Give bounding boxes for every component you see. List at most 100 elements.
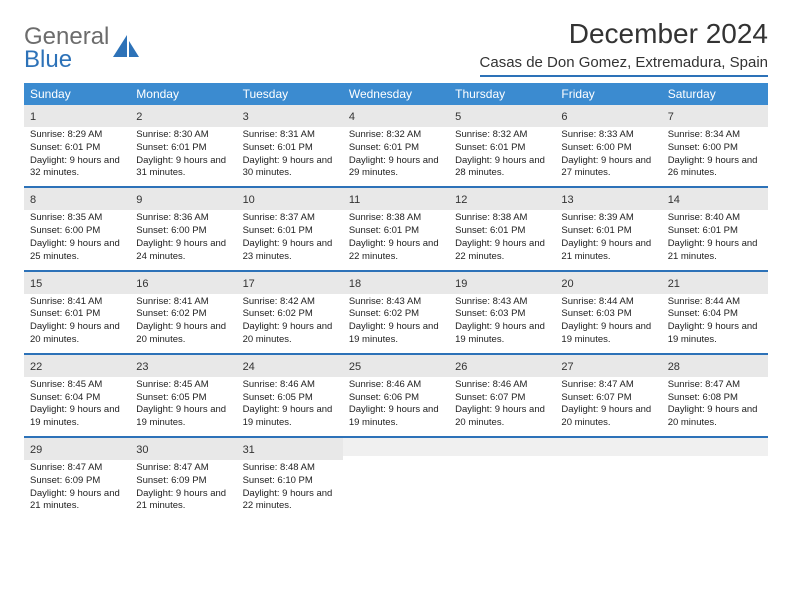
day-number-wrap: 13 bbox=[555, 188, 661, 210]
calendar-cell: 28Sunrise: 8:47 AMSunset: 6:08 PMDayligh… bbox=[662, 355, 768, 436]
daylight-line: Daylight: 9 hours and 26 minutes. bbox=[668, 155, 762, 181]
sunset-line: Sunset: 6:01 PM bbox=[455, 142, 549, 155]
day-number: 18 bbox=[349, 278, 361, 290]
title-block: December 2024 Casas de Don Gomez, Extrem… bbox=[480, 18, 768, 77]
day-number-wrap: 25 bbox=[343, 355, 449, 377]
day-number: 1 bbox=[30, 111, 36, 123]
day-number-wrap: 3 bbox=[237, 105, 343, 127]
day-number-wrap: 30 bbox=[130, 438, 236, 460]
daylight-line: Daylight: 9 hours and 20 minutes. bbox=[561, 404, 655, 430]
day-detail: Sunrise: 8:43 AMSunset: 6:03 PMDaylight:… bbox=[449, 294, 555, 353]
week-row: 15 Sunrise: 8:41 AMSunset: 6:01 PMDayligh… bbox=[24, 272, 768, 355]
daylight-line: Daylight: 9 hours and 20 minutes. bbox=[30, 321, 124, 347]
day-detail: Sunrise: 8:38 AMSunset: 6:01 PMDaylight:… bbox=[343, 210, 449, 269]
calendar-cell: 19Sunrise: 8:43 AMSunset: 6:03 PMDayligh… bbox=[449, 272, 555, 353]
calendar-cell: 7Sunrise: 8:34 AMSunset: 6:00 PMDaylight… bbox=[662, 105, 768, 186]
weekday-label: Wednesday bbox=[343, 83, 449, 105]
day-number-wrap: 17 bbox=[237, 272, 343, 294]
sunset-line: Sunset: 6:09 PM bbox=[136, 475, 230, 488]
day-number: 4 bbox=[349, 111, 355, 123]
calendar-cell: 3Sunrise: 8:31 AMSunset: 6:01 PMDaylight… bbox=[237, 105, 343, 186]
calendar-cell: 18Sunrise: 8:43 AMSunset: 6:02 PMDayligh… bbox=[343, 272, 449, 353]
calendar-cell: 5Sunrise: 8:32 AMSunset: 6:01 PMDaylight… bbox=[449, 105, 555, 186]
sunset-line: Sunset: 6:02 PM bbox=[243, 308, 337, 321]
calendar-cell: 14Sunrise: 8:40 AMSunset: 6:01 PMDayligh… bbox=[662, 188, 768, 269]
daylight-line: Daylight: 9 hours and 20 minutes. bbox=[136, 321, 230, 347]
sunrise-line: Sunrise: 8:31 AM bbox=[243, 129, 337, 142]
day-number: 10 bbox=[243, 194, 255, 206]
day-number-wrap bbox=[449, 438, 555, 456]
sunrise-line: Sunrise: 8:40 AM bbox=[668, 212, 762, 225]
sunset-line: Sunset: 6:00 PM bbox=[136, 225, 230, 238]
sunrise-line: Sunrise: 8:38 AM bbox=[349, 212, 443, 225]
day-number-wrap: 27 bbox=[555, 355, 661, 377]
day-number: 9 bbox=[136, 194, 142, 206]
daylight-line: Daylight: 9 hours and 28 minutes. bbox=[455, 155, 549, 181]
day-number: 27 bbox=[561, 361, 573, 373]
weekday-label: Saturday bbox=[662, 83, 768, 105]
calendar-cell: 8Sunrise: 8:35 AMSunset: 6:00 PMDaylight… bbox=[24, 188, 130, 269]
calendar-cell: 4Sunrise: 8:32 AMSunset: 6:01 PMDaylight… bbox=[343, 105, 449, 186]
sunset-line: Sunset: 6:08 PM bbox=[668, 392, 762, 405]
sunrise-line: Sunrise: 8:47 AM bbox=[668, 379, 762, 392]
day-number-wrap: 19 bbox=[449, 272, 555, 294]
calendar-cell: 25Sunrise: 8:46 AMSunset: 6:06 PMDayligh… bbox=[343, 355, 449, 436]
day-number-wrap: 11 bbox=[343, 188, 449, 210]
day-number: 2 bbox=[136, 111, 142, 123]
day-detail: Sunrise: 8:38 AMSunset: 6:01 PMDaylight:… bbox=[449, 210, 555, 269]
calendar-cell-blank bbox=[343, 438, 449, 519]
calendar-cell: 30Sunrise: 8:47 AMSunset: 6:09 PMDayligh… bbox=[130, 438, 236, 519]
daylight-line: Daylight: 9 hours and 32 minutes. bbox=[30, 155, 124, 181]
calendar-cell: 26Sunrise: 8:46 AMSunset: 6:07 PMDayligh… bbox=[449, 355, 555, 436]
sunset-line: Sunset: 6:09 PM bbox=[30, 475, 124, 488]
brand-text: GeneralBlue bbox=[24, 26, 109, 71]
day-detail: Sunrise: 8:31 AMSunset: 6:01 PMDaylight:… bbox=[237, 127, 343, 186]
day-detail: Sunrise: 8:45 AMSunset: 6:05 PMDaylight:… bbox=[130, 377, 236, 436]
day-number-wrap: 20 bbox=[555, 272, 661, 294]
weekday-label: Sunday bbox=[24, 83, 130, 105]
day-number-wrap: 14 bbox=[662, 188, 768, 210]
day-number: 20 bbox=[561, 278, 573, 290]
day-number-wrap: 9 bbox=[130, 188, 236, 210]
day-detail: Sunrise: 8:33 AMSunset: 6:00 PMDaylight:… bbox=[555, 127, 661, 186]
day-detail: Sunrise: 8:46 AMSunset: 6:05 PMDaylight:… bbox=[237, 377, 343, 436]
day-number: 12 bbox=[455, 194, 467, 206]
daylight-line: Daylight: 9 hours and 19 minutes. bbox=[349, 321, 443, 347]
sunrise-line: Sunrise: 8:46 AM bbox=[455, 379, 549, 392]
calendar-cell-blank bbox=[662, 438, 768, 519]
sunset-line: Sunset: 6:03 PM bbox=[455, 308, 549, 321]
page-subtitle: Casas de Don Gomez, Extremadura, Spain bbox=[480, 54, 768, 77]
day-number-wrap: 2 bbox=[130, 105, 236, 127]
day-number: 25 bbox=[349, 361, 361, 373]
day-number-wrap: 15 bbox=[24, 272, 130, 294]
day-detail: Sunrise: 8:41 AMSunset: 6:01 PMDaylight:… bbox=[24, 294, 130, 353]
sunset-line: Sunset: 6:01 PM bbox=[136, 142, 230, 155]
sunrise-line: Sunrise: 8:44 AM bbox=[561, 296, 655, 309]
sunset-line: Sunset: 6:07 PM bbox=[455, 392, 549, 405]
day-number-wrap: 7 bbox=[662, 105, 768, 127]
day-number-wrap bbox=[555, 438, 661, 456]
calendar-cell: 9Sunrise: 8:36 AMSunset: 6:00 PMDaylight… bbox=[130, 188, 236, 269]
day-number-wrap bbox=[662, 438, 768, 456]
day-number: 17 bbox=[243, 278, 255, 290]
sunrise-line: Sunrise: 8:41 AM bbox=[30, 296, 124, 309]
calendar-cell: 31Sunrise: 8:48 AMSunset: 6:10 PMDayligh… bbox=[237, 438, 343, 519]
day-detail: Sunrise: 8:32 AMSunset: 6:01 PMDaylight:… bbox=[449, 127, 555, 186]
day-detail: Sunrise: 8:40 AMSunset: 6:01 PMDaylight:… bbox=[662, 210, 768, 269]
sunrise-line: Sunrise: 8:43 AM bbox=[455, 296, 549, 309]
sunrise-line: Sunrise: 8:46 AM bbox=[349, 379, 443, 392]
sunrise-line: Sunrise: 8:35 AM bbox=[30, 212, 124, 225]
sunset-line: Sunset: 6:01 PM bbox=[349, 225, 443, 238]
day-number: 24 bbox=[243, 361, 255, 373]
calendar-cell: 2Sunrise: 8:30 AMSunset: 6:01 PMDaylight… bbox=[130, 105, 236, 186]
sunset-line: Sunset: 6:01 PM bbox=[243, 142, 337, 155]
calendar-cell: 22Sunrise: 8:45 AMSunset: 6:04 PMDayligh… bbox=[24, 355, 130, 436]
day-detail: Sunrise: 8:47 AMSunset: 6:08 PMDaylight:… bbox=[662, 377, 768, 436]
sunset-line: Sunset: 6:03 PM bbox=[561, 308, 655, 321]
sunset-line: Sunset: 6:01 PM bbox=[30, 142, 124, 155]
day-number: 15 bbox=[30, 278, 42, 290]
day-number: 31 bbox=[243, 444, 255, 456]
sunset-line: Sunset: 6:01 PM bbox=[668, 225, 762, 238]
weekday-label: Tuesday bbox=[237, 83, 343, 105]
sunrise-line: Sunrise: 8:48 AM bbox=[243, 462, 337, 475]
